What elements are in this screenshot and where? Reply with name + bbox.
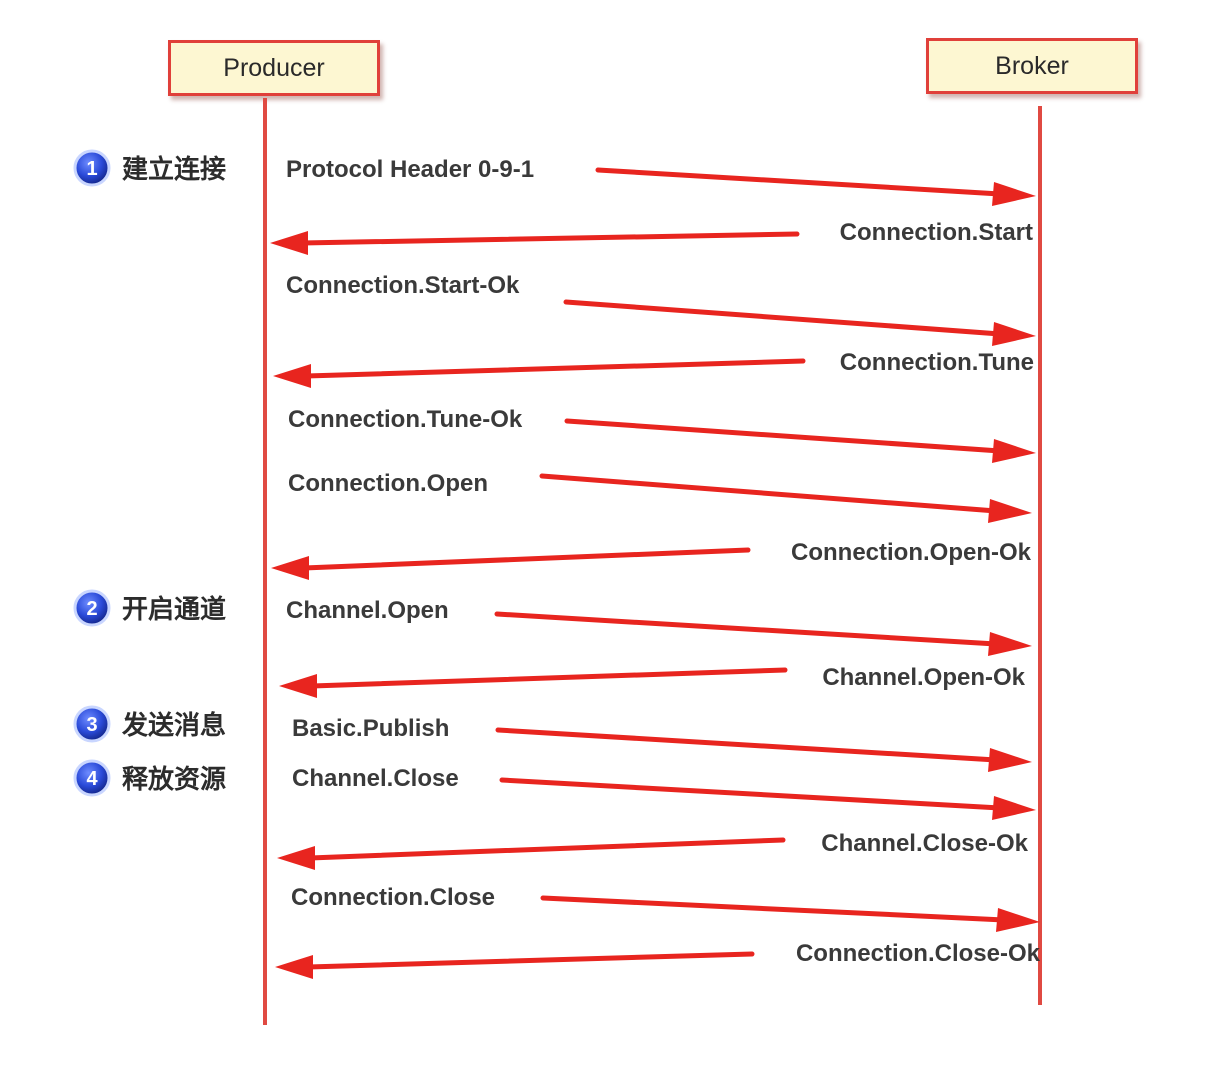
- phase-4-group: 4 释放资源: [73, 759, 226, 797]
- message-label-channel-close: Channel.Close: [292, 765, 459, 792]
- phase-1-group: 1 建立连接: [73, 149, 226, 187]
- message-label-connection-tune-ok: Connection.Tune-Ok: [288, 406, 523, 433]
- message-label-channel-close-ok: Channel.Close-Ok: [821, 830, 1028, 857]
- producer-actor-label: Producer: [223, 53, 325, 82]
- phase-2-label: 开启通道: [122, 594, 226, 625]
- message-label-connection-tune: Connection.Tune: [840, 349, 1034, 376]
- broker-actor-box: Broker: [926, 38, 1138, 94]
- message-arrow-connection-tune-ok: [564, 418, 1036, 463]
- message-label-basic-publish: Basic.Publish: [292, 715, 449, 742]
- phase-4-badge-icon: [73, 759, 111, 797]
- phase-3-label: 发送消息: [121, 710, 226, 741]
- phase-2-badge-icon: [73, 589, 111, 627]
- message-arrow-connection-close-ok: [275, 951, 755, 979]
- phase-3-number: 3: [86, 714, 97, 736]
- message-label-connection-start-ok: Connection.Start-Ok: [286, 272, 520, 299]
- phase-1-number: 1: [86, 158, 97, 180]
- message-arrow-connection-close: [540, 895, 1040, 932]
- producer-actor-box: Producer: [168, 40, 380, 96]
- message-label-protocol-header: Protocol Header 0-9-1: [286, 156, 534, 183]
- message-label-connection-open-ok: Connection.Open-Ok: [791, 539, 1032, 566]
- phase-2-group: 2 开启通道: [73, 589, 226, 627]
- message-label-connection-close-ok: Connection.Close-Ok: [796, 940, 1041, 967]
- phase-1-label: 建立连接: [122, 154, 226, 185]
- message-arrow-channel-open-ok: [279, 667, 788, 698]
- message-label-connection-open: Connection.Open: [288, 470, 488, 497]
- phase-4-number: 4: [86, 768, 98, 790]
- message-arrow-connection-start-ok: [563, 299, 1036, 346]
- message-arrow-channel-close-ok: [277, 837, 786, 870]
- broker-actor-label: Broker: [995, 51, 1069, 80]
- message-label-connection-close: Connection.Close: [291, 884, 495, 911]
- message-arrow-connection-open: [539, 473, 1032, 523]
- message-arrow-channel-close: [499, 777, 1036, 820]
- message-arrow-connection-open-ok: [271, 547, 751, 580]
- phase-3-group: 3 发送消息: [73, 705, 226, 743]
- message-arrow-basic-publish: [495, 727, 1032, 772]
- message-arrow-channel-open: [494, 611, 1032, 656]
- message-label-channel-open-ok: Channel.Open-Ok: [822, 664, 1025, 691]
- message-arrow-connection-start: [270, 231, 800, 255]
- phase-1-badge-icon: [73, 149, 111, 187]
- message-arrow-protocol-header: [595, 167, 1036, 206]
- phase-3-badge-icon: [73, 705, 111, 743]
- phase-4-label: 释放资源: [122, 764, 226, 795]
- message-arrow-connection-tune: [273, 358, 806, 388]
- message-label-connection-start: Connection.Start: [840, 219, 1033, 246]
- phase-2-number: 2: [86, 598, 97, 620]
- message-label-channel-open: Channel.Open: [286, 597, 449, 624]
